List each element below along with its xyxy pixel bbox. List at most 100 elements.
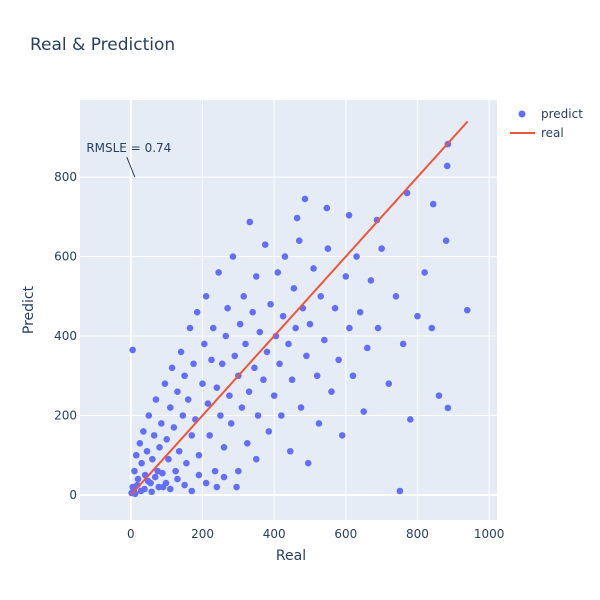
grid bbox=[80, 100, 497, 520]
scatter-point bbox=[193, 308, 201, 316]
scatter-point bbox=[292, 324, 299, 332]
scatter-point bbox=[278, 412, 285, 419]
y-axis-label: Predict bbox=[21, 285, 37, 334]
scatter-point bbox=[323, 204, 331, 212]
scatter-point bbox=[240, 292, 248, 300]
scatter-point bbox=[150, 432, 158, 439]
scatter-point bbox=[175, 447, 183, 455]
scatter-point bbox=[202, 292, 210, 300]
scatter-point bbox=[246, 218, 254, 226]
scatter-point bbox=[224, 304, 231, 312]
scatter-point bbox=[220, 443, 228, 451]
scatter-point bbox=[252, 455, 260, 463]
chart-title: Real & Prediction bbox=[30, 35, 175, 55]
legend-label: predict bbox=[541, 107, 583, 121]
scatter-point bbox=[252, 273, 260, 280]
scatter-point bbox=[444, 404, 452, 412]
scatter-point bbox=[297, 404, 305, 411]
y-tick-label: 800 bbox=[54, 170, 77, 184]
scatter-point bbox=[421, 269, 428, 276]
scatter-point bbox=[229, 253, 237, 260]
scatter-point bbox=[161, 380, 169, 388]
scatter-point bbox=[143, 447, 151, 455]
scatter-point bbox=[364, 344, 371, 352]
scatter-point bbox=[213, 483, 221, 491]
scatter-point bbox=[435, 392, 443, 399]
scatter-point bbox=[276, 360, 283, 368]
scatter-point bbox=[148, 488, 155, 496]
scatter-point bbox=[429, 200, 437, 208]
scatter-point bbox=[188, 487, 196, 495]
scatter-point bbox=[149, 455, 156, 463]
scatter-point bbox=[166, 404, 174, 411]
scatter-point bbox=[195, 471, 203, 479]
y-tick-label: 600 bbox=[54, 250, 77, 264]
x-tick-label: 200 bbox=[191, 527, 214, 541]
scatter-point bbox=[385, 380, 393, 388]
scatter-point bbox=[236, 320, 244, 328]
scatter-point bbox=[306, 320, 314, 328]
scatter-point bbox=[155, 483, 163, 491]
scatter-point bbox=[328, 388, 335, 395]
scatter-point bbox=[463, 306, 471, 314]
scatter-point bbox=[399, 340, 407, 348]
scatter-point bbox=[392, 292, 400, 300]
scatter-point bbox=[181, 372, 188, 380]
scatter-point bbox=[414, 312, 421, 320]
annotation: RMSLE = 0.74 bbox=[86, 141, 171, 155]
scatter-point bbox=[141, 485, 148, 493]
scatter-point bbox=[162, 479, 170, 487]
scatter-point bbox=[206, 432, 213, 439]
scatter-point bbox=[208, 356, 215, 364]
scatter-point bbox=[174, 475, 181, 483]
scatter-point bbox=[165, 455, 172, 463]
scatter-point bbox=[313, 372, 321, 380]
annotation-arrow bbox=[126, 156, 136, 178]
scatter-point bbox=[136, 440, 144, 447]
scatter-point bbox=[279, 312, 287, 320]
x-tick-label: 600 bbox=[334, 527, 357, 541]
scatter-point bbox=[245, 388, 253, 395]
scatter-point bbox=[188, 432, 196, 439]
scatter-point bbox=[233, 483, 240, 491]
scatter-point bbox=[274, 269, 282, 276]
x-tick-label: 400 bbox=[263, 527, 286, 541]
scatter-point bbox=[152, 396, 160, 403]
scatter-point bbox=[168, 364, 176, 372]
scatter-point bbox=[174, 388, 181, 395]
scatter-point bbox=[211, 467, 219, 475]
scatter-point bbox=[249, 308, 256, 316]
scatter-point bbox=[285, 340, 292, 348]
scatter-point bbox=[442, 237, 450, 244]
scatter-point bbox=[260, 376, 267, 384]
x-tick-label: 0 bbox=[127, 527, 135, 541]
legend-label: real bbox=[541, 126, 564, 140]
scatter-point bbox=[177, 348, 185, 356]
scatter-point bbox=[184, 396, 192, 403]
scatter-point bbox=[166, 485, 174, 493]
scatter-point bbox=[131, 467, 138, 475]
scatter-point bbox=[286, 447, 294, 455]
scatter-point bbox=[209, 324, 217, 332]
scatter-point bbox=[281, 253, 289, 260]
scatter-point bbox=[265, 428, 273, 435]
scatter-point bbox=[217, 412, 224, 419]
scatter-point bbox=[263, 348, 271, 356]
marks bbox=[128, 120, 471, 498]
scatter-point bbox=[303, 352, 310, 360]
scatter-point bbox=[310, 265, 317, 272]
legend-marker bbox=[518, 110, 526, 118]
scatter-point bbox=[134, 475, 142, 483]
scatter-point bbox=[226, 392, 233, 399]
scatter-point bbox=[367, 277, 375, 284]
plot-background bbox=[80, 100, 497, 520]
scatter-point bbox=[396, 487, 404, 495]
scatter-point bbox=[129, 346, 136, 354]
scatter-point bbox=[321, 336, 328, 344]
scatter-point bbox=[342, 273, 350, 280]
scatter-point bbox=[304, 459, 312, 467]
scatter-point bbox=[378, 245, 385, 252]
scatter-point bbox=[356, 308, 364, 316]
scatter-point bbox=[288, 376, 296, 384]
